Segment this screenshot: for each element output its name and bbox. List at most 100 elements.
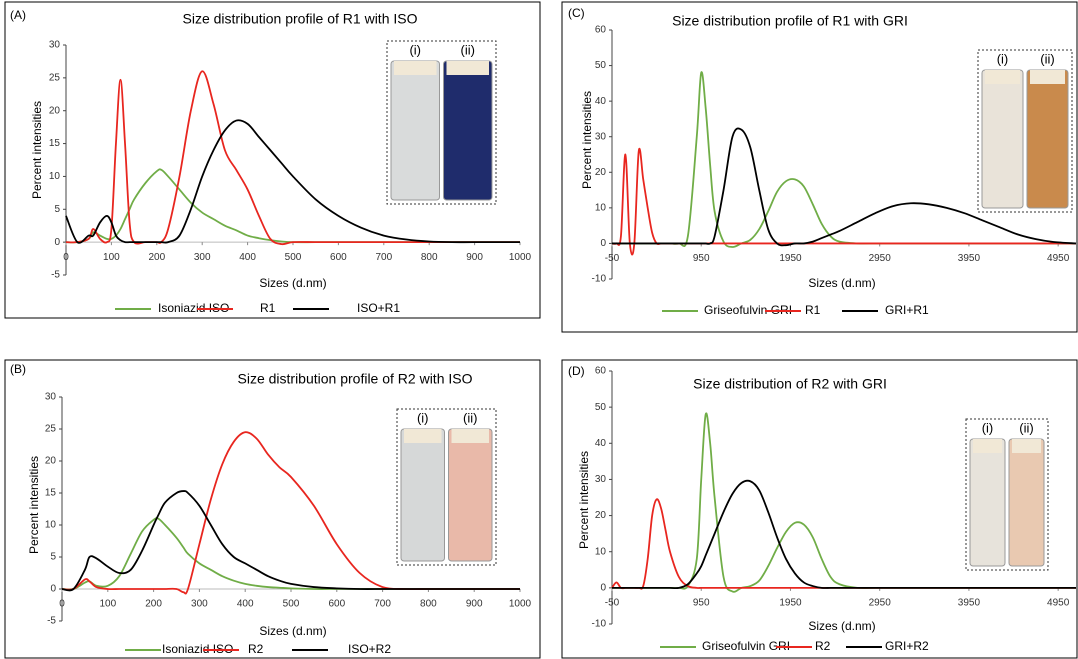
y-tick-label: 25 xyxy=(49,72,61,83)
inset-photo xyxy=(390,60,440,201)
y-tick-label: -5 xyxy=(51,270,60,281)
x-tick-label: 400 xyxy=(237,599,254,610)
series-line xyxy=(61,490,520,592)
panel-label: (D) xyxy=(568,364,585,378)
x-tick-label: 950 xyxy=(693,253,710,264)
y-tick-label: 15 xyxy=(45,488,57,499)
y-tick-label: -5 xyxy=(47,616,56,627)
inset-cap xyxy=(1012,439,1041,453)
x-tick-label: -50 xyxy=(605,253,620,264)
inset-label: (ii) xyxy=(461,42,475,57)
inset-photo xyxy=(443,60,493,201)
chart-title: Size distribution profile of R1 with ISO xyxy=(183,11,418,27)
x-tick-label: 500 xyxy=(285,252,302,263)
x-tick-label: 0 xyxy=(63,252,69,263)
series-line xyxy=(61,431,520,595)
x-tick-label: 100 xyxy=(103,252,120,263)
x-tick-label: 300 xyxy=(191,599,208,610)
x-tick-label: 200 xyxy=(145,599,162,610)
y-axis-label: Percent intensities xyxy=(30,101,44,199)
inset-photo xyxy=(969,438,1006,567)
y-tick-label: 30 xyxy=(595,474,607,485)
inset-label: (ii) xyxy=(1019,420,1033,435)
inset-label: (i) xyxy=(982,420,994,435)
inset-label: (i) xyxy=(997,51,1009,66)
inset-label: (ii) xyxy=(1040,51,1054,66)
x-tick-label: 700 xyxy=(375,252,392,263)
x-tick-label: 950 xyxy=(693,597,710,608)
x-tick-label: 600 xyxy=(330,252,347,263)
inset-cap xyxy=(985,70,1020,84)
x-tick-label: 2950 xyxy=(869,253,892,264)
x-tick-label: 4950 xyxy=(1047,597,1070,608)
y-tick-label: 20 xyxy=(595,510,607,521)
y-tick-label: 40 xyxy=(595,438,607,449)
legend-label: Griseofulvin GRI xyxy=(704,303,792,317)
panel-frame xyxy=(4,1,541,319)
panel-label: (A) xyxy=(10,8,26,22)
x-tick-label: 500 xyxy=(283,599,300,610)
legend-label: R2 xyxy=(815,639,831,653)
legend-label: R1 xyxy=(805,303,821,317)
x-tick-label: 700 xyxy=(374,599,391,610)
inset-photo xyxy=(1026,69,1069,209)
panel-frame xyxy=(561,359,1078,659)
y-tick-label: 10 xyxy=(595,546,607,557)
legend-label: ISO+R2 xyxy=(348,642,391,656)
x-axis-label: Sizes (d.nm) xyxy=(259,624,326,638)
x-axis-label: Sizes (d.nm) xyxy=(808,276,875,290)
y-tick-label: -10 xyxy=(592,274,607,285)
inset-cap xyxy=(394,61,437,75)
y-tick-label: 60 xyxy=(595,366,607,377)
chart-title: Size distribution profile of R1 with GRI xyxy=(672,13,908,29)
x-tick-label: 4950 xyxy=(1047,253,1070,264)
chart-title: Size distribution of R2 with GRI xyxy=(693,376,887,392)
y-tick-label: 20 xyxy=(49,105,61,116)
series-line xyxy=(611,147,1076,256)
series-line xyxy=(65,119,520,244)
x-tick-label: 2950 xyxy=(869,597,892,608)
y-tick-label: 25 xyxy=(45,424,57,435)
inset-cap xyxy=(451,429,489,443)
series-line xyxy=(611,127,1077,247)
legend-label: Griseofulvin GRI xyxy=(702,639,790,653)
x-tick-label: 0 xyxy=(59,599,65,610)
inset-label: (ii) xyxy=(463,410,477,425)
legend-label: R1 xyxy=(260,301,276,315)
x-tick-label: 800 xyxy=(420,599,437,610)
legend-label: Isoniazid ISO xyxy=(158,301,229,315)
y-tick-label: 10 xyxy=(45,520,57,531)
x-tick-label: 100 xyxy=(99,599,116,610)
y-tick-label: 50 xyxy=(595,402,607,413)
x-tick-label: 3950 xyxy=(958,253,981,264)
inset-label: (i) xyxy=(409,42,421,57)
chart-title: Size distribution profile of R2 with ISO xyxy=(238,371,473,387)
inset-photo xyxy=(448,428,493,562)
x-tick-label: 1000 xyxy=(509,252,532,263)
x-tick-label: 900 xyxy=(466,599,483,610)
y-tick-label: 5 xyxy=(50,552,56,563)
inset-cap xyxy=(446,61,489,75)
y-tick-label: 15 xyxy=(49,138,61,149)
y-tick-label: 60 xyxy=(595,25,607,36)
series-line xyxy=(611,479,1076,590)
legend-label: GRI+R1 xyxy=(885,303,929,317)
y-tick-label: 50 xyxy=(595,60,607,71)
panel-label: (B) xyxy=(10,362,26,376)
y-tick-label: 30 xyxy=(595,131,607,142)
x-tick-label: 200 xyxy=(148,252,165,263)
y-tick-label: 30 xyxy=(49,40,61,51)
y-tick-label: 20 xyxy=(595,167,607,178)
y-tick-label: 0 xyxy=(600,582,606,593)
y-axis-label: Percent intensities xyxy=(577,451,591,549)
x-tick-label: 1950 xyxy=(779,253,802,264)
y-tick-label: 10 xyxy=(595,202,607,213)
y-tick-label: 10 xyxy=(49,171,61,182)
panel-frame xyxy=(561,1,1078,333)
y-tick-label: 5 xyxy=(54,204,60,215)
x-tick-label: 1000 xyxy=(509,599,532,610)
legend-label: R2 xyxy=(248,642,264,656)
y-tick-label: 0 xyxy=(600,238,606,249)
y-tick-label: 0 xyxy=(54,237,60,248)
